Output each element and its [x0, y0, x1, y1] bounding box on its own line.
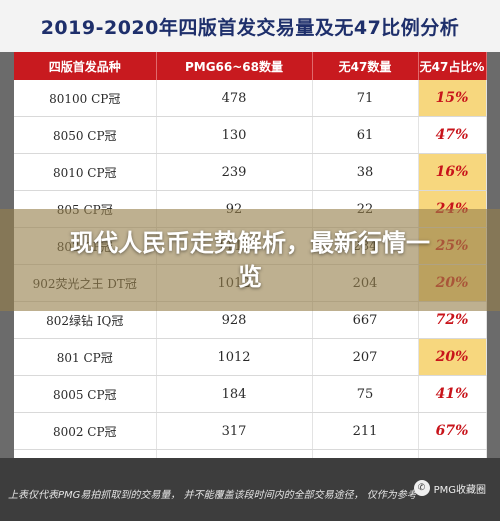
wechat-icon: ✆	[413, 480, 430, 496]
cell-pmg-count: 239	[156, 153, 313, 191]
cell-variety: 8002 CP冠	[14, 412, 157, 450]
table-row: 8010 CP冠 239 38 16%	[14, 153, 487, 191]
cell-no47-percent: 15%	[418, 80, 487, 117]
cell-no47-count: 71	[312, 80, 419, 117]
cell-no47-count: 211	[312, 412, 419, 450]
footer-note: 上表仅代表PMG易拍抓取到的交易量， 并不能覆盖该段时间内的全部交易途径， 仅作…	[8, 490, 417, 501]
cell-pmg-count: 1012	[156, 338, 313, 376]
cell-no47-count: 75	[312, 375, 419, 413]
headline-text: 现代人民币走势解析，最新行情一览	[70, 229, 430, 291]
cell-variety: 8050 CP冠	[14, 116, 157, 154]
cell-variety: 80100 CP冠	[14, 80, 157, 117]
cell-no47-percent: 47%	[418, 116, 487, 154]
cell-pmg-count: 317	[156, 412, 313, 450]
column-header-no47-count: 无47数量	[312, 52, 419, 80]
table-row: 8005 CP冠 184 75 41%	[14, 375, 487, 413]
column-header-variety: 四版首发品种	[14, 52, 157, 80]
cell-pmg-count: 478	[156, 80, 313, 117]
cell-no47-percent: 20%	[418, 338, 487, 376]
headline-banner[interactable]: 现代人民币走势解析，最新行情一览	[0, 209, 500, 311]
cell-no47-percent: 41%	[418, 375, 487, 413]
cell-no47-count: 207	[312, 338, 419, 376]
table-row: 80100 CP冠 478 71 15%	[14, 80, 487, 117]
table-row: 8050 CP冠 130 61 47%	[14, 116, 487, 154]
watermark-text: PMG收藏圈	[433, 484, 486, 496]
cell-variety: 801 CP冠	[14, 338, 157, 376]
cell-no47-percent: 16%	[418, 153, 487, 191]
page-title: 2019-2020年四版首发交易量及无47比例分析	[0, 0, 500, 52]
cell-no47-count: 61	[312, 116, 419, 154]
table-header-row: 四版首发品种 PMG66~68数量 无47数量 无47占比%	[14, 52, 487, 80]
cell-pmg-count: 184	[156, 375, 313, 413]
table-row: 8002 CP冠 317 211 67%	[14, 412, 487, 450]
cell-variety: 8010 CP冠	[14, 153, 157, 191]
footer: 上表仅代表PMG易拍抓取到的交易量， 并不能覆盖该段时间内的全部交易途径， 仅作…	[0, 458, 500, 521]
cell-no47-percent: 67%	[418, 412, 487, 450]
watermark: ✆ PMG收藏圈	[413, 480, 486, 496]
column-header-pmg-count: PMG66~68数量	[156, 52, 313, 80]
column-header-no47-percent: 无47占比%	[418, 52, 487, 80]
cell-variety: 8005 CP冠	[14, 375, 157, 413]
cell-pmg-count: 130	[156, 116, 313, 154]
table-row: 801 CP冠 1012 207 20%	[14, 338, 487, 376]
cell-no47-count: 38	[312, 153, 419, 191]
